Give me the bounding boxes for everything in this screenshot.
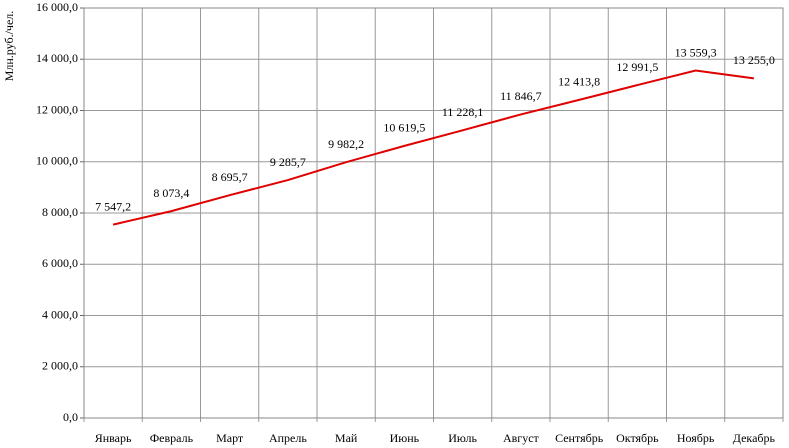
data-label: 12 991,5	[616, 60, 658, 74]
line	[112, 69, 755, 226]
y-tick-label: 4 000,0	[42, 307, 78, 321]
data-label: 9 285,7	[270, 155, 306, 169]
data-label: 12 413,8	[558, 75, 600, 89]
y-tick-label: 12 000,0	[36, 102, 78, 116]
y-tick-label: 6 000,0	[42, 256, 78, 270]
x-tick-label: Март	[216, 431, 244, 445]
x-tick-label: Ноябрь	[677, 431, 715, 445]
y-tick-label: 10 000,0	[36, 154, 78, 168]
x-tick-label: Август	[503, 431, 540, 445]
data-label: 11 228,1	[442, 105, 484, 119]
x-tick-label: Июнь	[390, 431, 420, 445]
y-tick-label: 8 000,0	[42, 205, 78, 219]
x-tick-label: Июль	[448, 431, 477, 445]
data-label: 13 255,0	[733, 53, 775, 67]
x-tick-label: Февраль	[150, 431, 194, 445]
x-tick-label: Май	[335, 431, 358, 445]
data-label: 8 073,4	[153, 186, 189, 200]
data-label: 10 619,5	[383, 121, 425, 135]
data-label: 8 695,7	[212, 170, 248, 184]
data-label: 11 846,7	[500, 89, 542, 103]
x-tick-label: Октябрь	[616, 431, 659, 445]
data-label: 13 559,3	[675, 45, 717, 59]
y-tick-label: 2 000,0	[42, 359, 78, 373]
data-label: 9 982,2	[328, 137, 364, 151]
y-tick-label: 16 000,0	[36, 0, 78, 14]
y-tick-label: 0,0	[63, 410, 78, 424]
x-tick-label: Декабрь	[733, 431, 776, 445]
plot-border	[83, 7, 784, 419]
data-label: 7 547,2	[95, 199, 131, 213]
x-tick-label: Апрель	[269, 431, 307, 445]
x-tick-label: Сентябрь	[555, 431, 604, 445]
x-tick-label: Январь	[95, 431, 132, 445]
y-tick-label: 14 000,0	[36, 51, 78, 65]
y-axis-label: Млн.руб./чел.	[2, 11, 16, 82]
